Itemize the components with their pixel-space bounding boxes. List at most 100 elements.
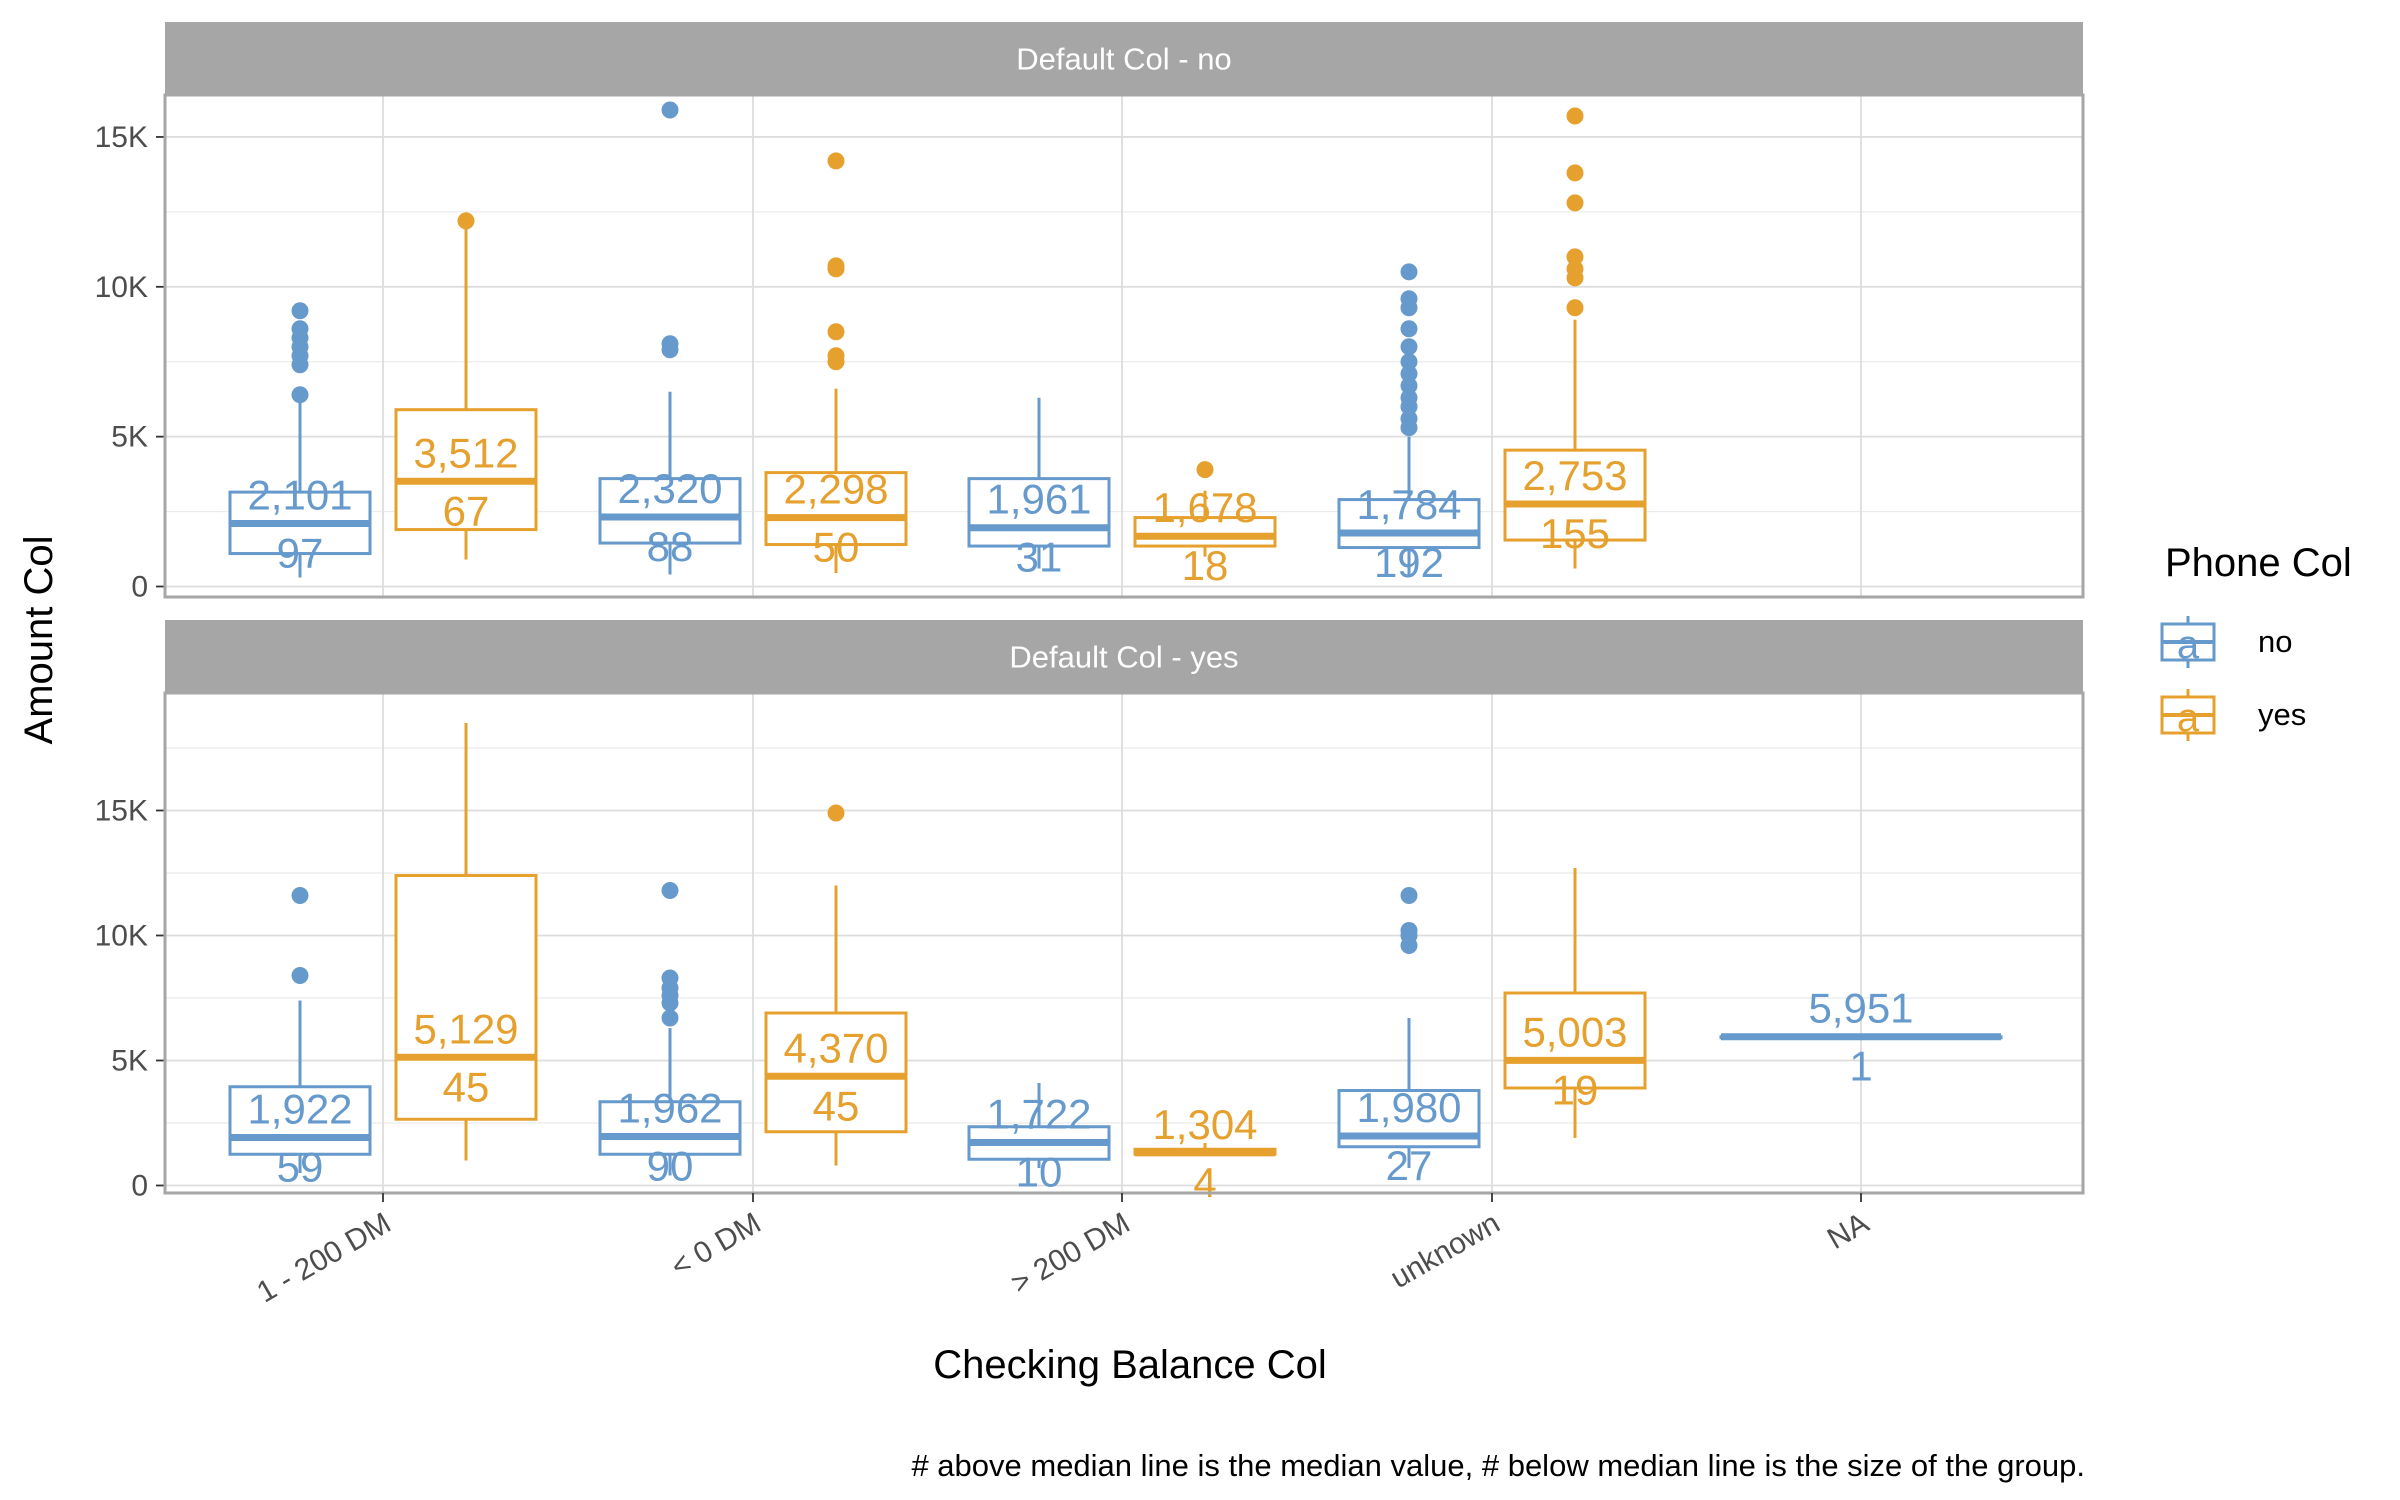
outlier-point: [1566, 194, 1584, 212]
box-no: 2,320 88: [598, 101, 742, 575]
box-no: 5,951 1: [1719, 985, 2003, 1090]
x-tick-label: < 0 DM: [666, 1206, 767, 1283]
outlier-point: [661, 1009, 679, 1027]
box-iqr: [1503, 991, 1647, 1090]
outlier-point: [1566, 248, 1584, 266]
outlier-point: [1400, 263, 1418, 281]
outlier-point: [1400, 338, 1418, 356]
outlier-point: [661, 969, 679, 987]
group-size-label: 31: [1016, 534, 1063, 581]
box-yes: 2,298 50: [764, 152, 908, 574]
box-yes: 5,003 19: [1503, 868, 1647, 1138]
outlier-point: [827, 323, 845, 341]
box-yes: 1,304 4: [1133, 1101, 1277, 1206]
median-value-label: 3,512: [413, 429, 518, 476]
outlier-point: [661, 101, 679, 119]
median-value-label: 1,784: [1356, 481, 1461, 528]
median-value-label: 1,304: [1152, 1101, 1257, 1148]
outlier-point: [291, 967, 309, 984]
outlier-point: [1566, 299, 1584, 317]
box-iqr: [967, 477, 1111, 548]
y-tick-label: 0: [131, 1170, 148, 1203]
median-value-label: 1,980: [1356, 1084, 1461, 1131]
outlier-point: [457, 212, 475, 230]
box-iqr: [394, 874, 538, 1121]
legend-label-yes: yes: [2258, 697, 2306, 732]
outlier-point: [1400, 353, 1418, 371]
legend-title: Phone Col: [2165, 541, 2352, 585]
outlier-point: [1400, 389, 1418, 407]
box-iqr: [598, 477, 742, 545]
box-no: 1,922 59: [228, 887, 372, 1190]
median-value-label: 1,722: [986, 1090, 1091, 1137]
box-iqr: [764, 1011, 908, 1134]
group-size-label: 1: [1849, 1043, 1872, 1090]
group-size-label: 88: [647, 523, 694, 570]
box-iqr: [394, 408, 538, 532]
y-tick-label: 0: [131, 571, 148, 604]
panel-border: [163, 691, 2085, 1195]
facet-strip-label: Default Col - yes: [1009, 640, 1238, 675]
outlier-point: [1566, 260, 1584, 278]
legend-key-glyph: a: [2177, 696, 2200, 740]
outlier-point: [1400, 887, 1418, 904]
outlier-point: [1400, 922, 1418, 939]
facet-panel: Default Col - no 0 5K 10K 15K 2,101 97 3,512 67 2…: [95, 22, 2085, 604]
group-size-label: 67: [443, 487, 490, 534]
outlier-point: [661, 335, 679, 353]
group-size-label: 19: [1552, 1066, 1599, 1113]
median-value-label: 2,101: [247, 472, 352, 519]
y-tick-label: 10K: [95, 271, 148, 304]
outlier-point: [827, 347, 845, 365]
median-value-label: 2,298: [783, 466, 888, 513]
group-size-label: 50: [813, 524, 860, 571]
box-iqr: [228, 1085, 372, 1156]
x-tick-label: NA: [1822, 1206, 1875, 1255]
box-no: 1,961 31: [967, 397, 1111, 581]
group-size-label: 90: [647, 1142, 694, 1189]
outlier-point: [291, 302, 309, 320]
box-iqr: [1133, 516, 1277, 548]
y-tick-label: 10K: [95, 920, 148, 953]
median-value-label: 1,961: [986, 476, 1091, 523]
outlier-point: [827, 257, 845, 275]
y-tick-label: 15K: [95, 121, 148, 154]
y-tick-label: 5K: [111, 1045, 148, 1078]
box-yes: 4,370 45: [764, 804, 908, 1166]
group-size-label: 4: [1193, 1159, 1216, 1206]
legend-key-yes: a: [2160, 689, 2216, 741]
outlier-point: [1400, 290, 1418, 308]
group-size-label: 155: [1540, 510, 1610, 557]
box-yes: 2,753 155: [1503, 107, 1647, 569]
legend-key-no: a: [2160, 616, 2216, 668]
panel-border: [163, 93, 2085, 599]
outlier-point: [1400, 365, 1418, 383]
median-value-label: 5,003: [1522, 1008, 1627, 1055]
box-yes: 1,678 18: [1133, 461, 1277, 589]
y-tick-label: 5K: [111, 421, 148, 454]
median-value-label: 5,951: [1808, 985, 1913, 1032]
outlier-point: [1400, 410, 1418, 428]
outlier-point: [827, 152, 845, 170]
group-size-label: 192: [1374, 539, 1444, 586]
legend: Phone Col aa no yes: [2160, 541, 2352, 741]
legend-key-glyph: a: [2177, 623, 2200, 667]
box-no: 1,962 90: [598, 882, 742, 1189]
median-value-label: 1,922: [247, 1085, 352, 1132]
median-value-label: 5,129: [413, 1005, 518, 1052]
box-iqr: [598, 1100, 742, 1156]
box-iqr: [1337, 498, 1481, 550]
legend-keys: aa: [2160, 616, 2216, 741]
box-no: 2,101 97: [228, 302, 372, 578]
outlier-point: [1196, 461, 1214, 479]
median-value-label: 1,962: [617, 1084, 722, 1131]
box-yes: 3,512 67: [394, 212, 538, 560]
median-value-label: 4,370: [783, 1024, 888, 1071]
group-size-label: 27: [1386, 1142, 1433, 1189]
legend-label-no: no: [2258, 624, 2292, 659]
group-size-label: 59: [277, 1143, 324, 1190]
x-tick-label: unknown: [1385, 1206, 1506, 1295]
group-size-label: 10: [1016, 1148, 1063, 1195]
